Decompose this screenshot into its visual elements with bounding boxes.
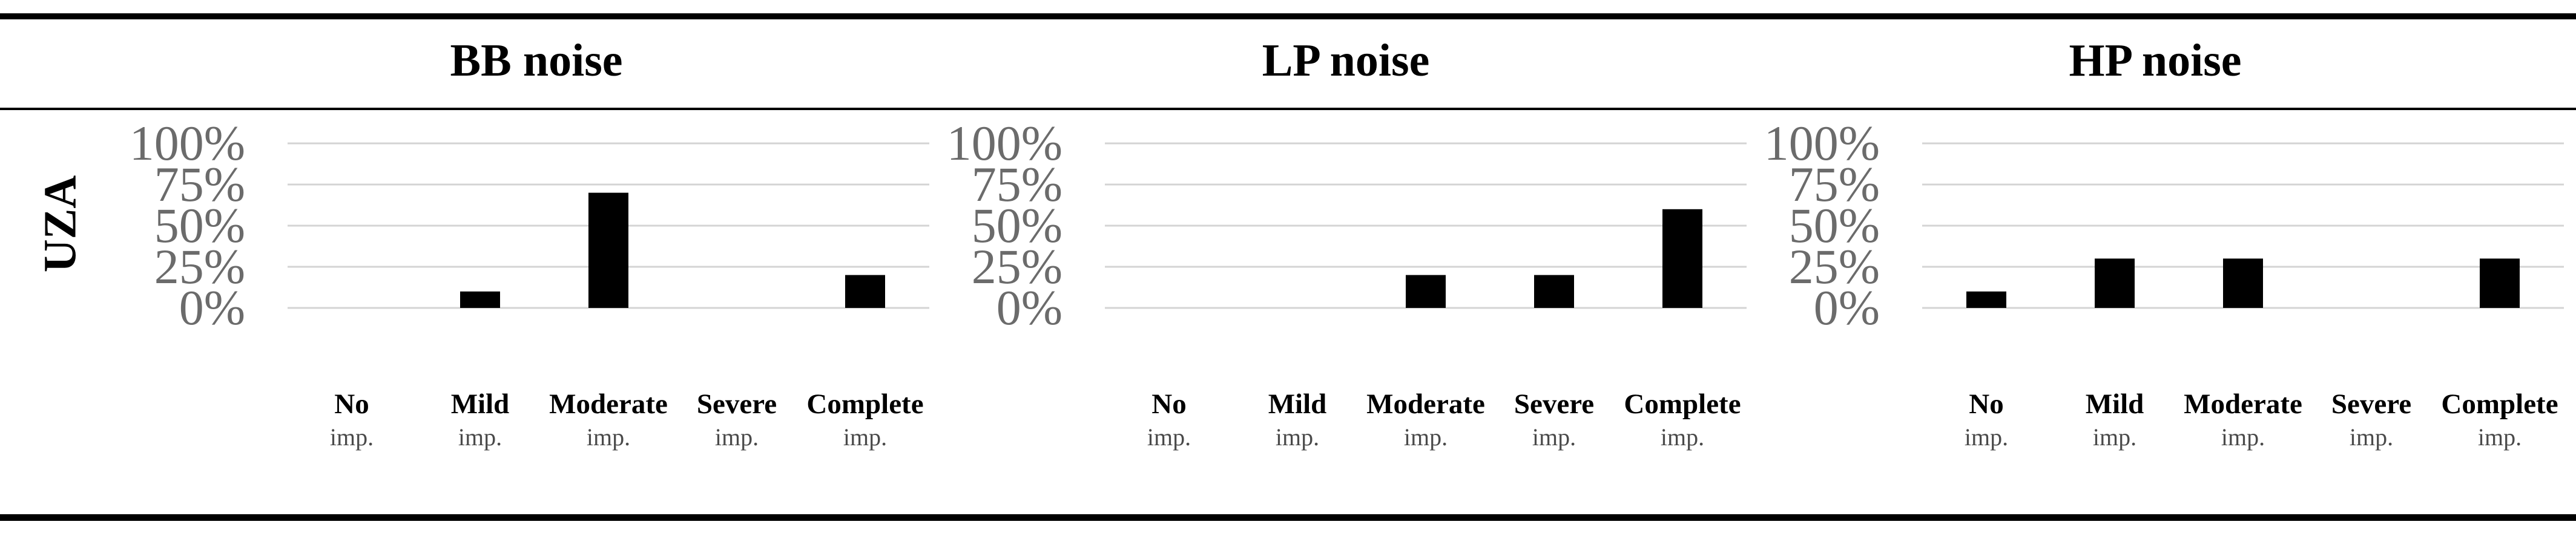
y-tick-label: 0% — [996, 280, 1062, 335]
header-rule — [0, 108, 2576, 110]
y-tick-label: 75% — [1789, 157, 1880, 212]
y-tick-label: 75% — [154, 157, 245, 212]
bottom-rule — [0, 514, 2576, 521]
x-tick-sublabel: imp. — [1661, 423, 1704, 451]
y-tick-label: 50% — [1789, 198, 1880, 253]
panel-title-hp: HP noise — [2069, 35, 2242, 86]
bar — [1662, 209, 1702, 308]
x-tick-sublabel: imp. — [1965, 423, 2008, 451]
x-tick-sublabel: imp. — [587, 423, 630, 451]
bar — [588, 192, 628, 308]
x-tick-label: Moderate — [1366, 388, 1485, 420]
x-tick-sublabel: imp. — [2478, 423, 2522, 451]
x-tick-label: No — [1969, 388, 2003, 420]
bar — [845, 275, 885, 308]
x-tick-sublabel: imp. — [458, 423, 502, 451]
y-tick-label: 100% — [1764, 116, 1880, 171]
x-tick-sublabel: imp. — [330, 423, 374, 451]
bar — [1406, 275, 1446, 308]
x-tick-label: Severe — [697, 388, 777, 420]
x-tick-sublabel: imp. — [1404, 423, 1448, 451]
x-tick-sublabel: imp. — [1532, 423, 1576, 451]
x-tick-label: Moderate — [2184, 388, 2302, 420]
x-tick-label: Severe — [1514, 388, 1594, 420]
panel-title-bb: BB noise — [450, 35, 623, 86]
x-tick-sublabel: imp. — [843, 423, 887, 451]
bar — [2223, 258, 2263, 308]
x-tick-label: Mild — [1268, 388, 1327, 420]
y-tick-label: 0% — [1814, 280, 1880, 335]
x-tick-sublabel: imp. — [1276, 423, 1319, 451]
x-tick-sublabel: imp. — [2350, 423, 2393, 451]
bar — [1966, 291, 2006, 308]
x-tick-label: Complete — [1624, 388, 1741, 420]
x-tick-label: Moderate — [549, 388, 668, 420]
x-tick-label: Complete — [806, 388, 923, 420]
bar — [460, 291, 500, 308]
y-tick-label: 75% — [972, 157, 1062, 212]
x-tick-label: No — [1151, 388, 1186, 420]
x-tick-sublabel: imp. — [1147, 423, 1191, 451]
x-tick-label: Mild — [2086, 388, 2144, 420]
x-tick-label: Complete — [2441, 388, 2558, 420]
bar — [1534, 275, 1574, 308]
y-tick-label: 0% — [179, 280, 245, 335]
x-tick-label: Mild — [451, 388, 510, 420]
y-tick-label: 100% — [947, 116, 1062, 171]
y-tick-label: 50% — [972, 198, 1062, 253]
y-tick-label: 25% — [154, 239, 245, 294]
panel-title-lp: LP noise — [1262, 35, 1430, 86]
y-tick-label: 50% — [154, 198, 245, 253]
y-tick-label: 100% — [130, 116, 245, 171]
x-tick-label: No — [334, 388, 369, 420]
bar — [2480, 258, 2520, 308]
x-tick-sublabel: imp. — [715, 423, 759, 451]
y-tick-label: 25% — [972, 239, 1062, 294]
x-tick-sublabel: imp. — [2093, 423, 2136, 451]
top-rule — [0, 13, 2576, 19]
y-tick-label: 25% — [1789, 239, 1880, 294]
x-tick-sublabel: imp. — [2221, 423, 2265, 451]
bar — [2095, 258, 2135, 308]
x-tick-label: Severe — [2331, 388, 2411, 420]
